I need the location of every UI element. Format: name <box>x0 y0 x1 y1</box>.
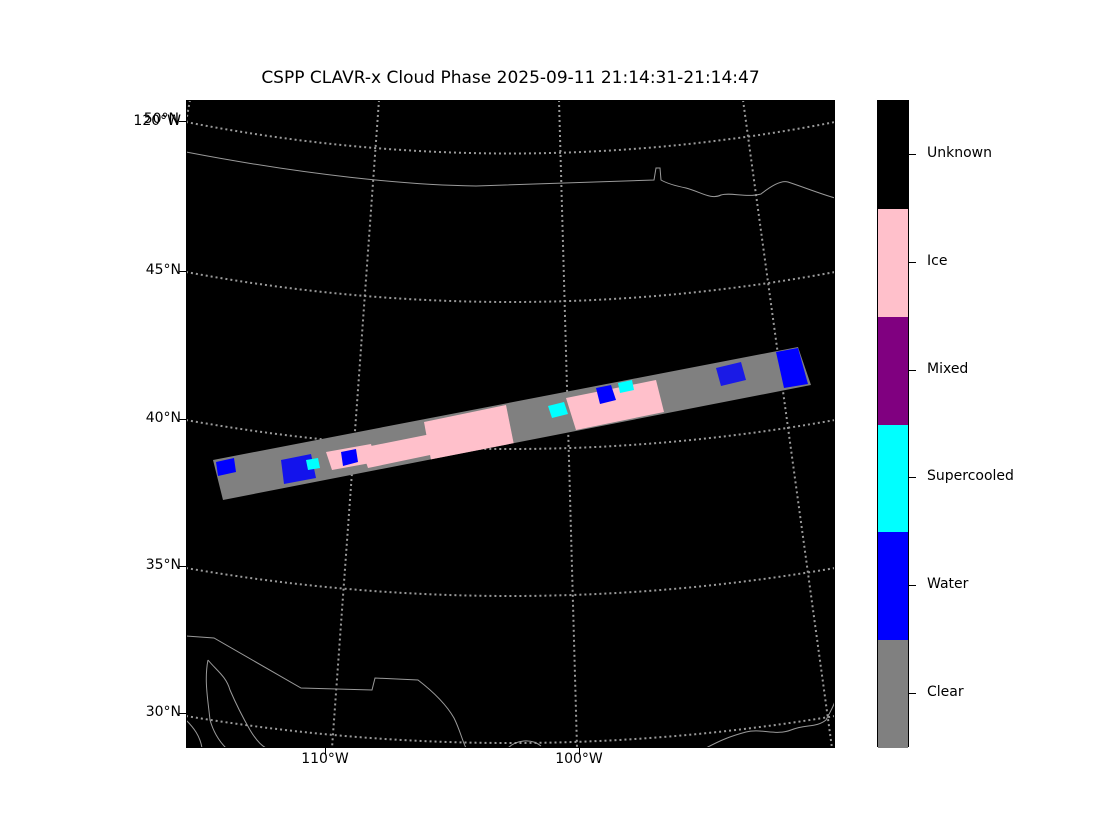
parallel-50n <box>186 121 835 155</box>
parallel-45n <box>186 271 835 303</box>
colorbar-label-clear: Clear <box>927 684 964 700</box>
map-panel <box>186 100 835 748</box>
lat-label-50n: 50°N <box>143 111 179 127</box>
colorbar-tick <box>909 585 916 586</box>
coastlines <box>186 151 835 748</box>
meridian-110w <box>331 100 380 748</box>
ice-region-2 <box>424 405 514 460</box>
figure-title: CSPP CLAVR-x Cloud Phase 2025-09-11 21:1… <box>261 68 760 88</box>
colorbar-segment-unknown <box>878 101 908 210</box>
colorbar <box>877 100 909 749</box>
colorbar-tick <box>909 477 916 478</box>
colorbar-segment-water <box>878 532 908 641</box>
colorbar-segment-ice <box>878 208 908 318</box>
colorbar-tick <box>909 262 916 263</box>
axis-tick <box>325 748 326 755</box>
axis-tick <box>179 271 186 272</box>
parallel-30n <box>186 715 835 744</box>
colorbar-segment-clear <box>878 640 908 749</box>
supercooled-patch-2 <box>618 380 634 393</box>
meridian-90w <box>742 100 833 748</box>
parallel-35n <box>186 567 835 597</box>
cloud-phase-swath <box>213 347 811 500</box>
colorbar-tick <box>909 154 916 155</box>
colorbar-label-ice: Ice <box>927 253 948 269</box>
colorbar-segment-supercooled <box>878 424 908 533</box>
gulf-coast <box>705 699 835 748</box>
water-patch-5 <box>216 458 236 476</box>
colorbar-label-water: Water <box>927 576 969 592</box>
axis-tick <box>179 419 186 420</box>
map-frame <box>186 100 835 748</box>
lat-label-45n: 45°N <box>145 262 181 278</box>
colorbar-tick <box>909 693 916 694</box>
texas-coast <box>507 740 542 748</box>
colorbar-tick <box>909 370 916 371</box>
axis-tick <box>179 713 186 714</box>
parallel-40n <box>186 419 835 450</box>
baja-coast <box>207 659 267 748</box>
lon-label-110w: 110°W <box>301 751 349 767</box>
corner-lon-label: 120°W <box>133 113 181 129</box>
axis-tick <box>579 748 580 755</box>
border-us-mexico <box>186 635 467 748</box>
colorbar-label-supercooled: Supercooled <box>927 468 1014 484</box>
meridian-100w <box>558 100 578 748</box>
colorbar-label-unknown: Unknown <box>927 145 992 161</box>
water-patch-6 <box>596 385 616 404</box>
lon-label-100w: 100°W <box>555 751 603 767</box>
colorbar-segment-mixed <box>878 316 908 425</box>
lat-label-40n: 40°N <box>145 410 181 426</box>
ice-region-3 <box>566 380 664 430</box>
border-us-canada <box>186 151 835 199</box>
supercooled-patch-3 <box>306 458 320 470</box>
meridian-left <box>186 100 191 123</box>
lat-label-35n: 35°N <box>145 557 181 573</box>
water-patch-4 <box>716 362 746 386</box>
supercooled-patch-1 <box>548 402 568 418</box>
axis-tick <box>179 121 186 122</box>
lat-label-30n: 30°N <box>145 704 181 720</box>
water-patch-3 <box>776 348 808 388</box>
axis-tick <box>179 566 186 567</box>
graticule <box>186 100 835 748</box>
water-patch-2 <box>341 449 358 466</box>
colorbar-label-mixed: Mixed <box>927 361 969 377</box>
pacific-coast <box>186 719 203 748</box>
mainland-coast <box>205 659 227 748</box>
